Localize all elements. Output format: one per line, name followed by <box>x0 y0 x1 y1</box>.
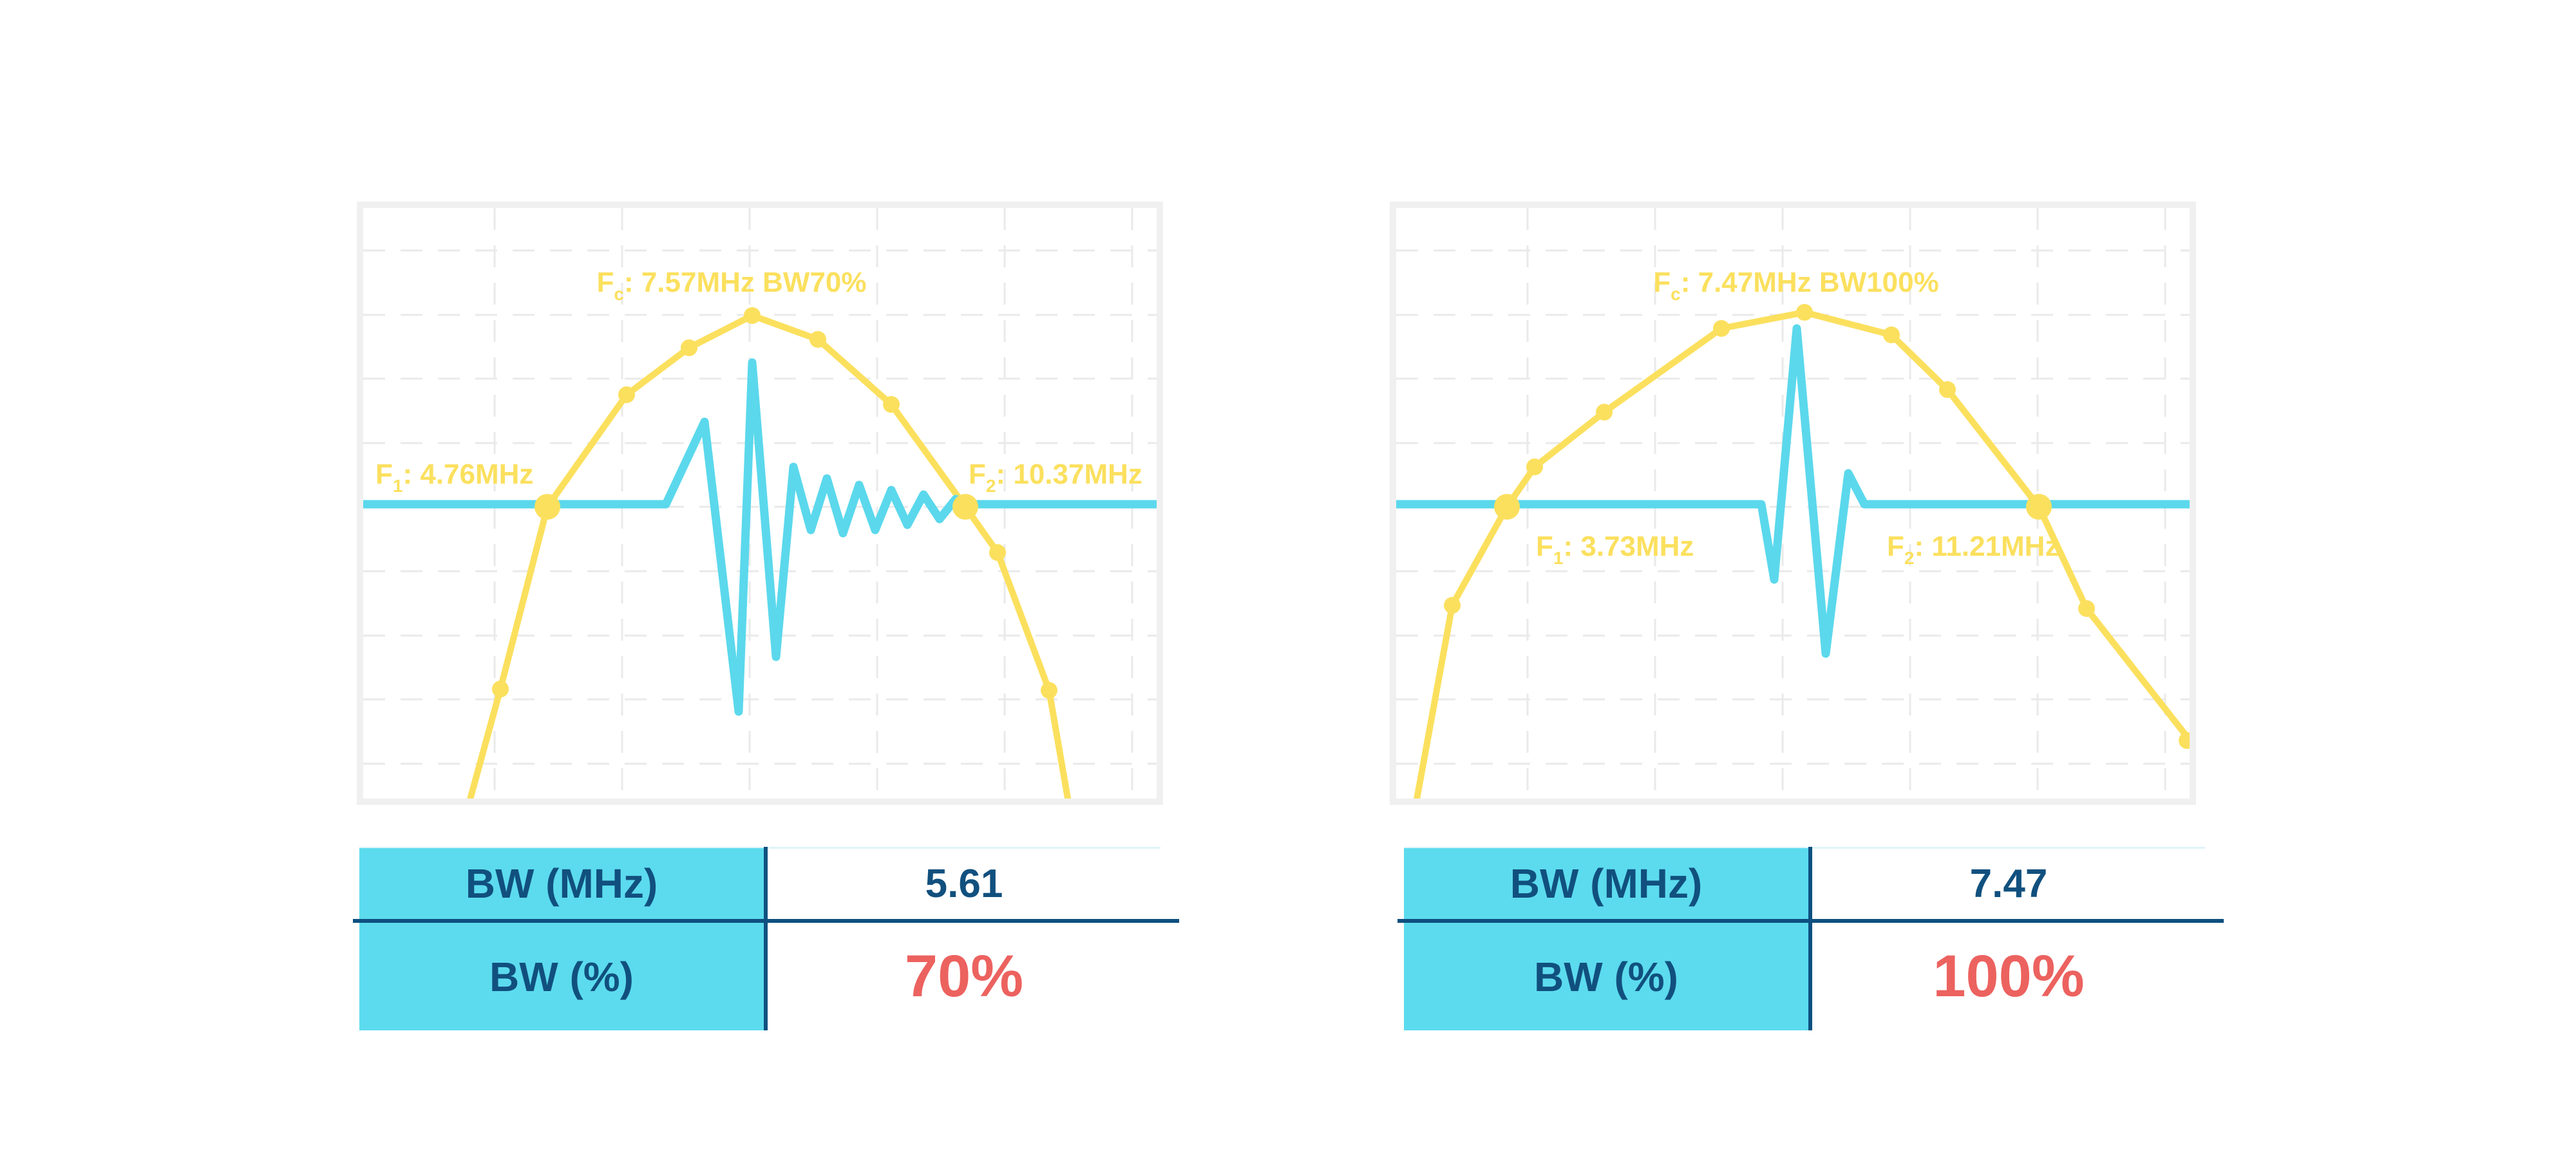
bandwidth-table-broadband: BW (MHz) BW (%) 7.47 100% <box>1397 847 2224 1030</box>
spectrum-marker <box>492 681 509 697</box>
cutoff-marker <box>952 494 978 520</box>
annotation-f2: F2: 11.21MHz <box>1887 531 2059 568</box>
spectrum-marker <box>1939 381 1956 398</box>
table-label-column <box>1404 848 1808 1030</box>
table-row-label-bw-mhz: BW (MHz) <box>1510 860 1703 907</box>
bandwidth-table-narrowband: BW (MHz) BW (%) 5.61 70% <box>353 847 1179 1030</box>
spectrum-marker <box>744 307 761 324</box>
cutoff-marker <box>535 494 560 520</box>
table-value-bw-mhz: 7.47 <box>1969 861 2048 906</box>
pulse-waveform <box>1396 324 2190 658</box>
table-value-bw-pct: 70% <box>904 943 1024 1009</box>
annotation-f1: F1: 3.73MHz <box>1536 531 1694 568</box>
annotation-fc: Fc: 7.57MHz BW70% <box>596 267 866 304</box>
annotation-fc: Fc: 7.47MHz BW100% <box>1653 267 1938 304</box>
spectrum-marker <box>989 544 1006 561</box>
chart-narrowband-svg: Fc: 7.57MHz BW70% F1: 4.76MHz F2: 10.37MHz <box>363 208 1157 799</box>
cutoff-marker <box>2026 494 2052 520</box>
table-top-border <box>1404 847 2205 849</box>
spectrum-marker <box>883 396 900 413</box>
spectrum-marker <box>1526 459 1543 475</box>
spectrum-marker <box>810 331 826 348</box>
table-row-divider <box>1397 919 2224 923</box>
chart-narrowband: Fc: 7.57MHz BW70% F1: 4.76MHz F2: 10.37MHz <box>357 202 1163 805</box>
annotation-f1: F1: 4.76MHz <box>375 459 533 496</box>
table-row-divider <box>353 919 1179 923</box>
spectrum-curve <box>1414 309 2190 799</box>
annotation-f2: F2: 10.37MHz <box>969 459 1142 496</box>
spectrum-marker <box>1596 404 1613 421</box>
table-value-bw-mhz: 5.61 <box>925 861 1003 906</box>
table-row-label-bw-pct: BW (%) <box>489 953 634 1000</box>
spectrum-marker <box>1713 320 1730 337</box>
spectrum-curve <box>467 312 1072 799</box>
chart-broadband: Fc: 7.47MHz BW100% F1: 3.73MHz F2: 11.21MH… <box>1390 202 2196 805</box>
pulse-waveform <box>363 358 1157 716</box>
spectrum-marker <box>2078 600 2095 617</box>
table-label-column <box>359 848 764 1030</box>
table-column-divider <box>764 847 768 1030</box>
cutoff-marker <box>1494 494 1520 520</box>
gridlines <box>1396 208 2190 799</box>
spectrum-marker <box>681 339 697 356</box>
table-value-bw-pct: 100% <box>1933 943 2085 1009</box>
spectrum-marker <box>1444 597 1461 614</box>
spectrum-marker <box>618 386 635 403</box>
table-row-label-bw-pct: BW (%) <box>1534 953 1678 1000</box>
table-column-divider <box>1808 847 1812 1030</box>
spectrum-marker <box>1883 326 1900 343</box>
spectrum-marker <box>1796 304 1813 321</box>
table-top-border <box>359 847 1160 849</box>
table-row-label-bw-mhz: BW (MHz) <box>465 860 658 907</box>
spectrum-marker <box>1041 682 1057 699</box>
spectrum-marker <box>2179 732 2190 749</box>
chart-broadband-svg: Fc: 7.47MHz BW100% F1: 3.73MHz F2: 11.21MH… <box>1396 208 2190 799</box>
